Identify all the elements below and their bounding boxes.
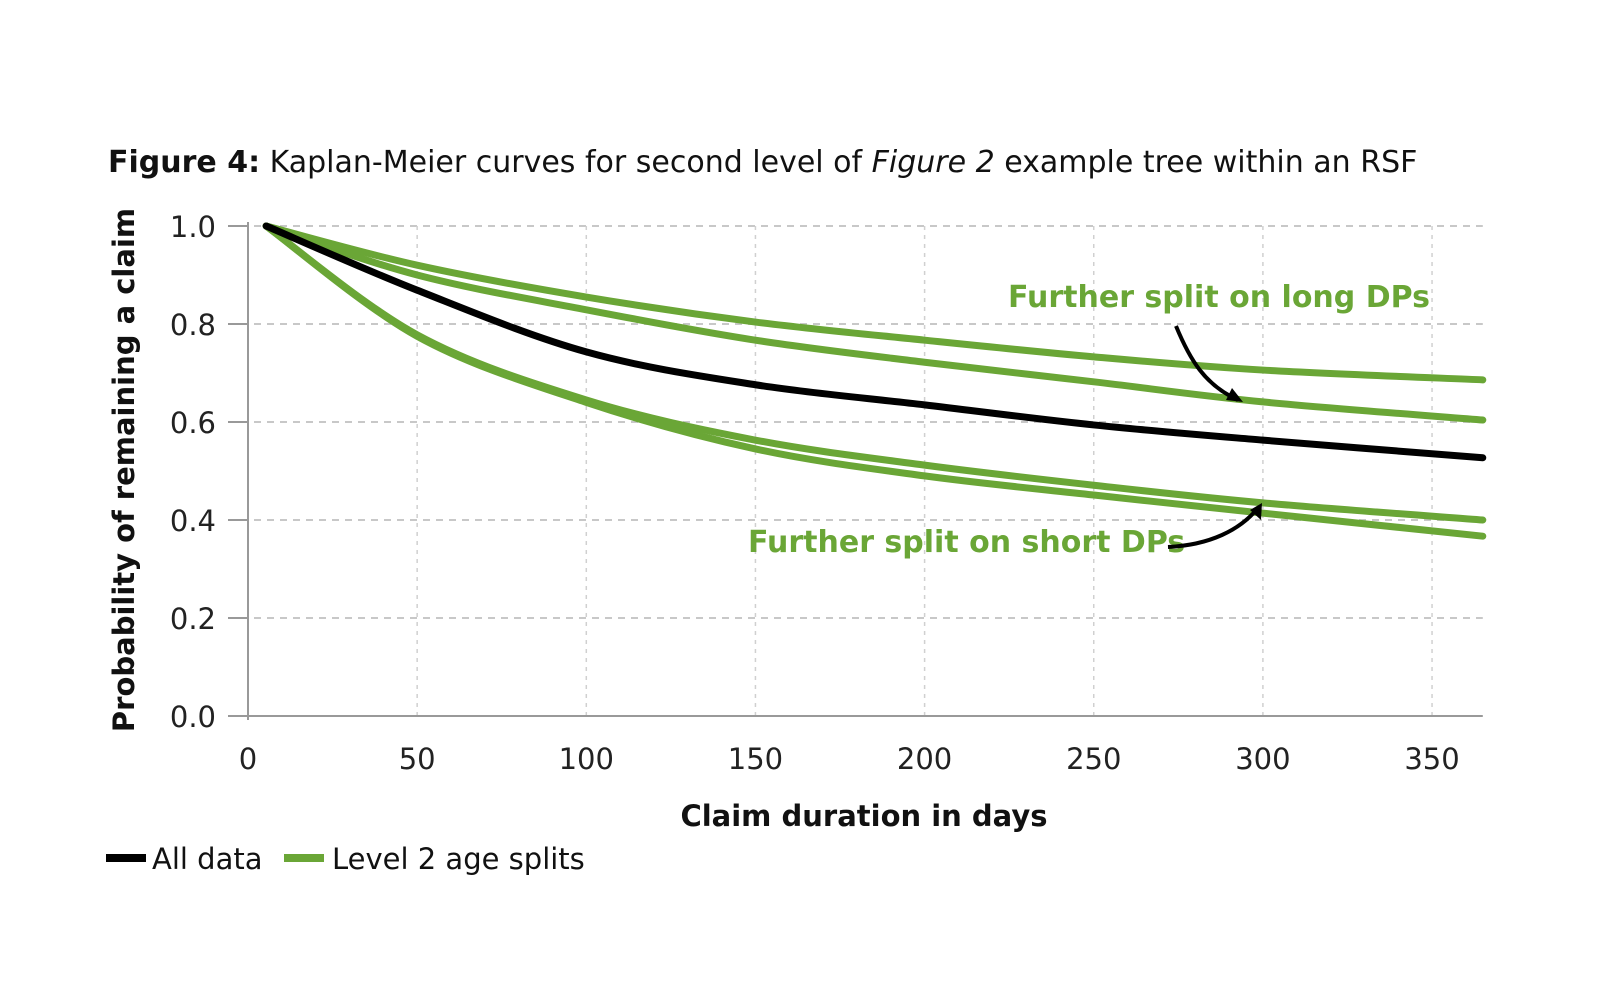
x-tick-label: 50 xyxy=(399,742,436,776)
title-pre: Kaplan-Meier curves for second level of xyxy=(260,145,872,180)
y-tick-label: 0.0 xyxy=(170,700,216,734)
annotation-long-dps: Further split on long DPs xyxy=(1008,280,1430,315)
x-tick-label: 250 xyxy=(1066,742,1121,776)
y-tick-label: 0.2 xyxy=(170,602,216,636)
title-bold: Figure 4: xyxy=(108,145,260,180)
series-line-age-split-2 xyxy=(262,222,1487,424)
arrow-head-long xyxy=(1226,388,1243,402)
series-line-age-split-1 xyxy=(262,222,1487,384)
x-tick-label: 100 xyxy=(559,742,614,776)
arrow-head-short xyxy=(1250,503,1262,520)
arrow-long-dps xyxy=(1174,325,1239,402)
y-tick-label: 0.8 xyxy=(170,308,216,342)
y-tick-label: 1.0 xyxy=(170,210,216,244)
arrow-short-dps xyxy=(1167,506,1260,549)
title-italic: Figure 2 xyxy=(872,145,995,180)
legend-label-all-data: All data xyxy=(152,842,263,876)
annotation-short-dps: Further split on short DPs xyxy=(748,525,1185,560)
title-post: example tree within an RSF xyxy=(995,145,1418,180)
legend: All data Level 2 age splits xyxy=(106,842,585,876)
y-tick-label: 0.4 xyxy=(170,504,216,538)
grid xyxy=(228,225,1483,716)
chart-title: Figure 4: Kaplan-Meier curves for second… xyxy=(108,145,1417,180)
x-axis-label: Claim duration in days xyxy=(680,799,1047,833)
series-line-all-data xyxy=(262,222,1487,462)
x-tick-label: 300 xyxy=(1235,742,1290,776)
x-tick-label: 350 xyxy=(1404,742,1459,776)
x-tick-label: 150 xyxy=(728,742,783,776)
axes: 0.0 0.2 0.4 0.6 0.8 1.0 0 50 100 150 200 250 300 350 xyxy=(170,210,1483,776)
y-axis-label: Probability of remaining a claim xyxy=(107,208,141,732)
legend-label-age-splits: Level 2 age splits xyxy=(332,842,585,876)
y-tick-label: 0.6 xyxy=(170,406,216,440)
x-tick-label: 200 xyxy=(897,742,952,776)
series-line-age-split-4 xyxy=(262,222,1487,540)
x-tick-label: 0 xyxy=(239,742,257,776)
series-lines xyxy=(262,222,1487,540)
